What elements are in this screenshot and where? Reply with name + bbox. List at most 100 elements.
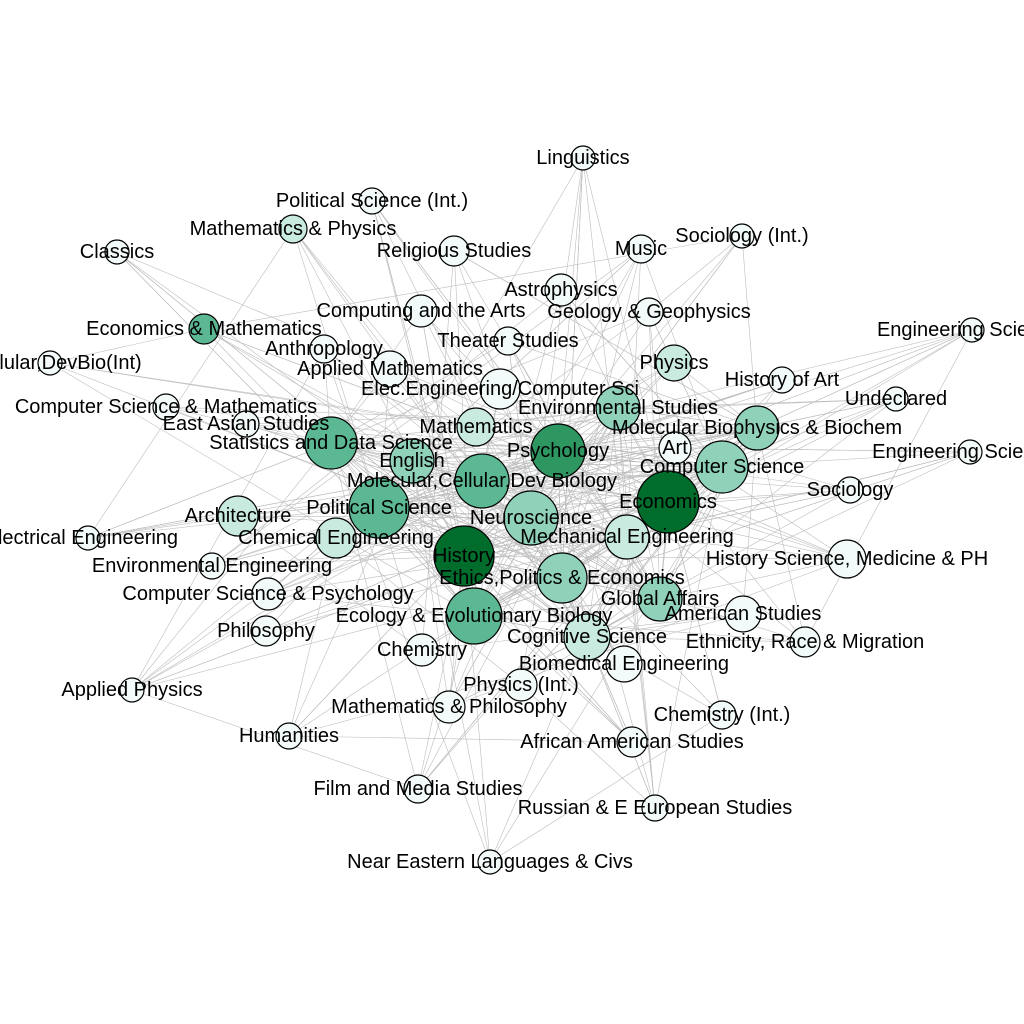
node-label-chemistry-int: Chemistry (Int.): [654, 704, 791, 726]
node-label-physics-int: Physics (Int.): [463, 674, 579, 696]
node-psychology: [530, 423, 586, 479]
node-humanities: [275, 722, 303, 750]
edge-math-philosophy-global-affairs: [448, 598, 661, 708]
node-label-sociology: Sociology: [807, 479, 894, 501]
node-label-electrical-eng: lectrical Engineering: [0, 527, 178, 549]
node-ee-cs: [479, 368, 521, 410]
edge-philosophy-mechanical-eng: [265, 536, 628, 632]
node-math-physics: [278, 214, 308, 244]
node-label-classics: Classics: [80, 241, 154, 263]
node-undeclared: [883, 386, 909, 412]
node-linguistics: [570, 145, 596, 171]
edge-mbb-env-studies: [617, 407, 758, 429]
node-env-studies: [595, 385, 641, 431]
edge-physics-mcdb: [481, 362, 675, 482]
node-label-humanities: Humanities: [239, 725, 339, 747]
edge-stats-epe: [330, 442, 563, 579]
node-label-near-eastern: Near Eastern Languages & Civs: [347, 851, 633, 873]
edge-mbb-mcdb: [481, 427, 758, 482]
node-history: [433, 525, 495, 587]
node-label-cognitive-science: Cognitive Science: [507, 626, 667, 648]
node-label-film-media: Film and Media Studies: [314, 778, 523, 800]
edge-chemistry-int-economics: [667, 501, 723, 716]
node-physics: [655, 344, 693, 382]
edge-ethnicity-mbb: [756, 427, 806, 643]
node-label-political-science: Political Science: [306, 497, 452, 519]
edge-undeclared-east-asian: [245, 398, 897, 425]
edge-physics-int-russian: [520, 684, 656, 809]
node-label-neuroscience: Neuroscience: [470, 507, 592, 529]
node-geology: [634, 297, 664, 327]
node-label-music: Music: [615, 238, 667, 260]
node-label-sociology-int: Sociology (Int.): [675, 225, 808, 247]
node-label-ee-cs: Elec.Engineering/Computer Sci: [361, 378, 639, 400]
edge-russian-computer-science: [654, 466, 723, 809]
edge-ethnicity-cognitive-science: [586, 636, 806, 643]
node-env-eng: [198, 552, 226, 580]
node-label-computer-science: Computer Science: [640, 456, 805, 478]
node-philosophy: [250, 615, 282, 647]
node-chemistry-int: [707, 700, 737, 730]
edge-math-physics-electrical-eng: [87, 228, 294, 539]
node-label-stats: Statistics and Data Science: [209, 432, 452, 454]
node-label-anthropology: Anthropology: [265, 338, 383, 360]
node-epe: [536, 552, 588, 604]
node-east-asian: [232, 410, 260, 438]
node-label-mcdb: Molecular,Cellular,Dev Biology: [347, 470, 617, 492]
edge-near-eastern-chemistry-int: [489, 714, 723, 863]
node-label-philosophy: Philosophy: [217, 620, 315, 642]
edge-ee-cs-epe: [499, 388, 563, 579]
node-label-history-art: History of Art: [725, 369, 840, 391]
node-label-undeclared: Undeclared: [845, 388, 947, 410]
edge-east-asian-psychology: [245, 423, 559, 452]
node-applied-math: [371, 350, 409, 388]
node-label-history: History: [433, 545, 495, 567]
edge-mathematics-global-affairs: [475, 426, 661, 600]
edge-mcdb-int-mathematics: [49, 362, 477, 428]
node-polsci-int: [358, 187, 386, 215]
node-label-cs-psych: Computer Science & Psychology: [122, 583, 413, 605]
node-sociology-int: [729, 223, 755, 249]
node-label-ethnicity: Ethnicity, Race & Migration: [686, 631, 925, 653]
edge-applied-physics-mcdb: [131, 480, 483, 691]
edge-cs-psych-eeb: [267, 593, 475, 617]
edge-theater-neuroscience: [507, 340, 532, 519]
node-label-computing-arts: Computing and the Arts: [316, 300, 525, 322]
edge-history-science-psychology: [557, 450, 848, 560]
node-political-science: [348, 477, 410, 539]
node-layer: [37, 145, 985, 875]
node-anthropology: [309, 334, 339, 364]
edge-american-studies-mbb: [742, 427, 758, 615]
node-computing-arts: [404, 294, 438, 328]
edge-near-eastern-english: [411, 460, 491, 863]
node-theater: [493, 326, 523, 356]
node-label-engsci-2: Engineering Science-I: [872, 441, 1024, 463]
node-label-religious: Religious Studies: [377, 240, 532, 262]
node-computer-science: [695, 440, 749, 494]
node-music: [626, 234, 656, 264]
node-label-epe: Ethics,Politics & Economics: [439, 567, 685, 589]
node-near-eastern: [477, 849, 503, 875]
edge-film-media-mechanical-eng: [417, 536, 628, 790]
node-label-env-studies: Environmental Studies: [518, 397, 718, 419]
edge-engsci-2-stats: [330, 442, 971, 453]
node-label-engsci-1: Engineering Science-: [877, 319, 1024, 341]
node-econ-math: [188, 313, 220, 345]
node-label-polsci-int: Political Science (Int.): [276, 190, 468, 212]
node-sociology: [836, 476, 864, 504]
node-label-applied-math: Applied Mathematics: [297, 358, 483, 380]
node-architecture: [217, 495, 259, 537]
node-religious: [438, 235, 470, 267]
edge-classics-epe: [116, 251, 563, 579]
node-label-math-physics: Mathematics & Physics: [190, 218, 397, 240]
edge-geology-psychology: [557, 311, 650, 452]
node-mcdb-int: [37, 350, 63, 376]
edge-geology-sociology-int: [648, 235, 743, 313]
node-russian: [641, 794, 669, 822]
node-cs-psych: [251, 577, 285, 611]
edge-electrical-eng-stats: [87, 442, 332, 539]
node-mbb: [734, 405, 780, 451]
edge-mcdb-int-eeb: [49, 362, 475, 617]
edge-math-philosophy-english: [411, 460, 450, 708]
node-math-philosophy: [432, 690, 466, 724]
